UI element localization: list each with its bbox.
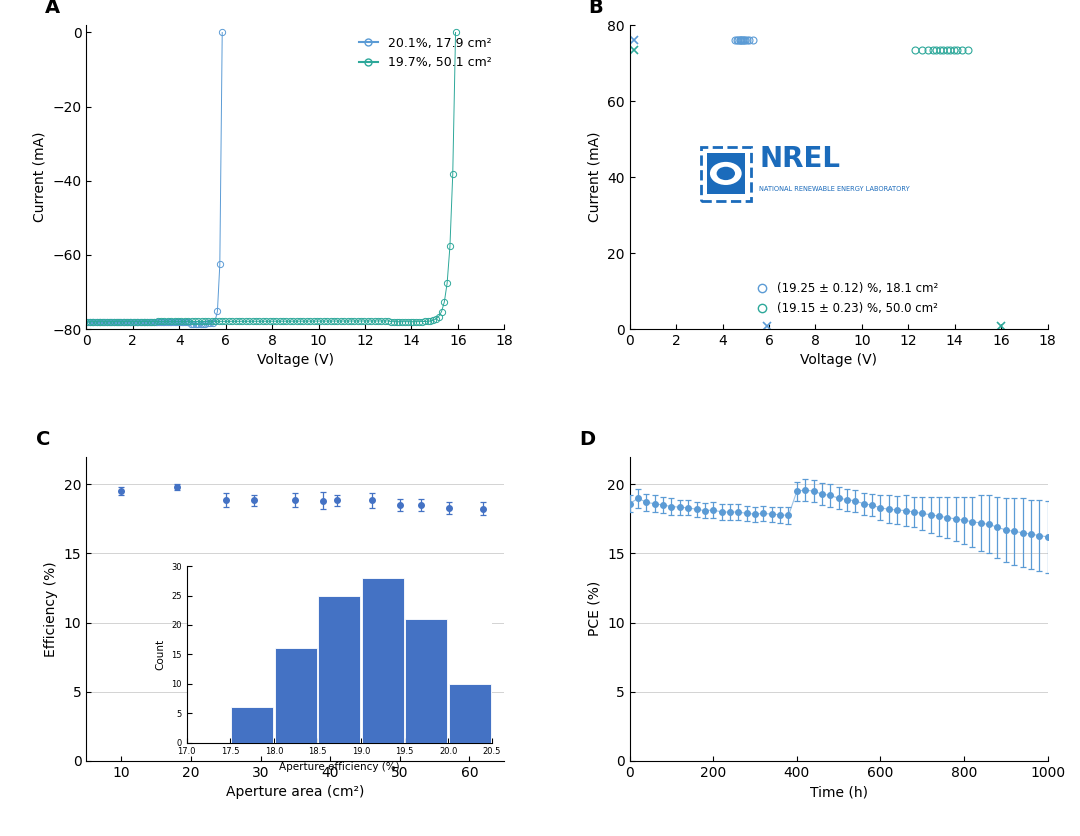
Text: D: D <box>580 430 596 449</box>
X-axis label: Aperture area (cm²): Aperture area (cm²) <box>226 785 365 799</box>
Y-axis label: Current (mA): Current (mA) <box>588 132 602 222</box>
Legend: 20.1%, 17.9 cm², 19.7%, 50.1 cm²: 20.1%, 17.9 cm², 19.7%, 50.1 cm² <box>356 34 494 72</box>
Y-axis label: Efficiency (%): Efficiency (%) <box>44 561 58 656</box>
X-axis label: Voltage (V): Voltage (V) <box>800 354 877 368</box>
Legend: (19.25 ± 0.12) %, 18.1 cm², (19.15 ± 0.23) %, 50.0 cm²: (19.25 ± 0.12) %, 18.1 cm², (19.15 ± 0.2… <box>754 279 941 317</box>
X-axis label: Voltage (V): Voltage (V) <box>257 354 334 368</box>
FancyBboxPatch shape <box>701 146 751 201</box>
Text: NATIONAL RENEWABLE ENERGY LABORATORY: NATIONAL RENEWABLE ENERGY LABORATORY <box>759 186 910 192</box>
Y-axis label: PCE (%): PCE (%) <box>588 581 602 636</box>
Circle shape <box>717 166 735 180</box>
FancyBboxPatch shape <box>707 153 744 194</box>
Y-axis label: Current (mA): Current (mA) <box>32 132 46 222</box>
Text: A: A <box>44 0 59 17</box>
Text: B: B <box>588 0 603 17</box>
Circle shape <box>710 162 742 185</box>
Text: NREL: NREL <box>759 145 840 173</box>
X-axis label: Time (h): Time (h) <box>810 785 867 799</box>
Text: C: C <box>37 430 51 449</box>
